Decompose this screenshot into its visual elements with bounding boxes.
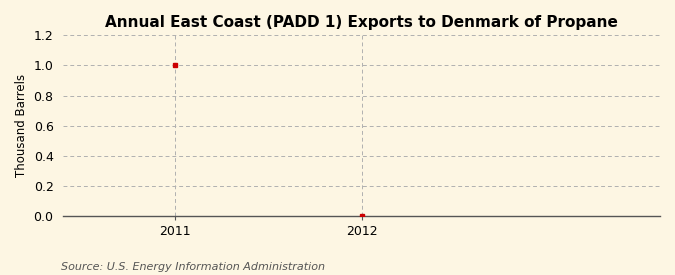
Text: Source: U.S. Energy Information Administration: Source: U.S. Energy Information Administ… <box>61 262 325 272</box>
Y-axis label: Thousand Barrels: Thousand Barrels <box>15 74 28 177</box>
Title: Annual East Coast (PADD 1) Exports to Denmark of Propane: Annual East Coast (PADD 1) Exports to De… <box>105 15 618 30</box>
